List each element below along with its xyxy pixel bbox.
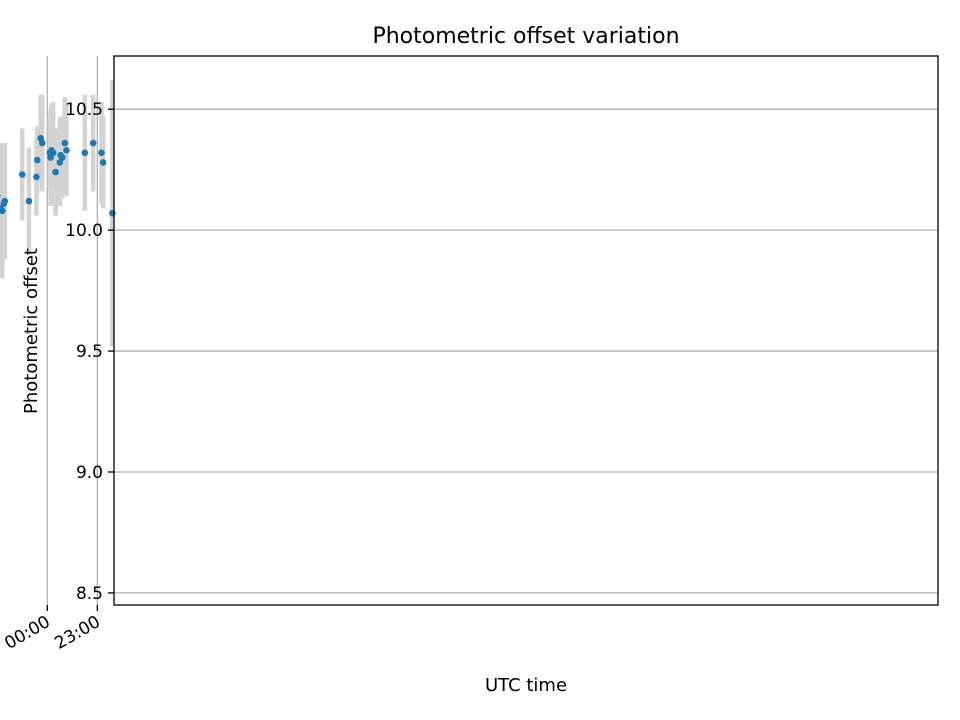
y-tick-label: 9.0 [76, 463, 103, 483]
data-point [99, 159, 107, 166]
y-axis-ticks: 8.5 9.0 9.5 10.0 10.5 [65, 100, 114, 604]
data-point [33, 156, 41, 164]
y-tick-label: 9.5 [76, 342, 103, 362]
y-axis-label: Photometric offset [21, 248, 42, 414]
data-point [46, 149, 54, 157]
data-points [0, 134, 116, 217]
data-point [33, 173, 40, 181]
grid-lines [46, 56, 938, 605]
data-point [57, 151, 64, 159]
data-point [98, 149, 105, 157]
data-point [61, 139, 69, 147]
data-point [0, 205, 4, 212]
data-point [37, 134, 44, 142]
plot-frame [113, 55, 939, 606]
data-point [81, 149, 89, 157]
data-point [25, 197, 33, 205]
y-tick-label: 10.5 [65, 100, 103, 120]
data-point [52, 168, 59, 176]
y-tick-label: 10.0 [65, 221, 103, 241]
data-point [18, 171, 26, 178]
data-point [0, 194, 1, 199]
y-tick-label: 8.5 [76, 584, 103, 604]
data-point [89, 139, 97, 147]
chart-title: Photometric offset variation [372, 24, 679, 49]
data-point [0, 200, 8, 207]
x-axis-label: UTC time [485, 675, 567, 696]
data-point [63, 147, 70, 154]
data-point [56, 159, 64, 166]
